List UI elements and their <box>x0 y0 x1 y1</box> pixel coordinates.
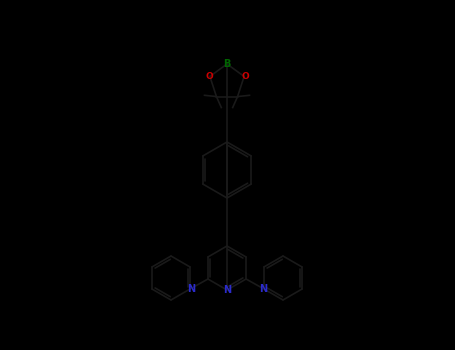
Text: O: O <box>205 72 213 81</box>
Text: N: N <box>259 284 267 294</box>
Text: O: O <box>241 72 249 81</box>
Text: N: N <box>223 285 231 295</box>
Text: N: N <box>187 284 195 294</box>
Text: B: B <box>223 59 231 69</box>
